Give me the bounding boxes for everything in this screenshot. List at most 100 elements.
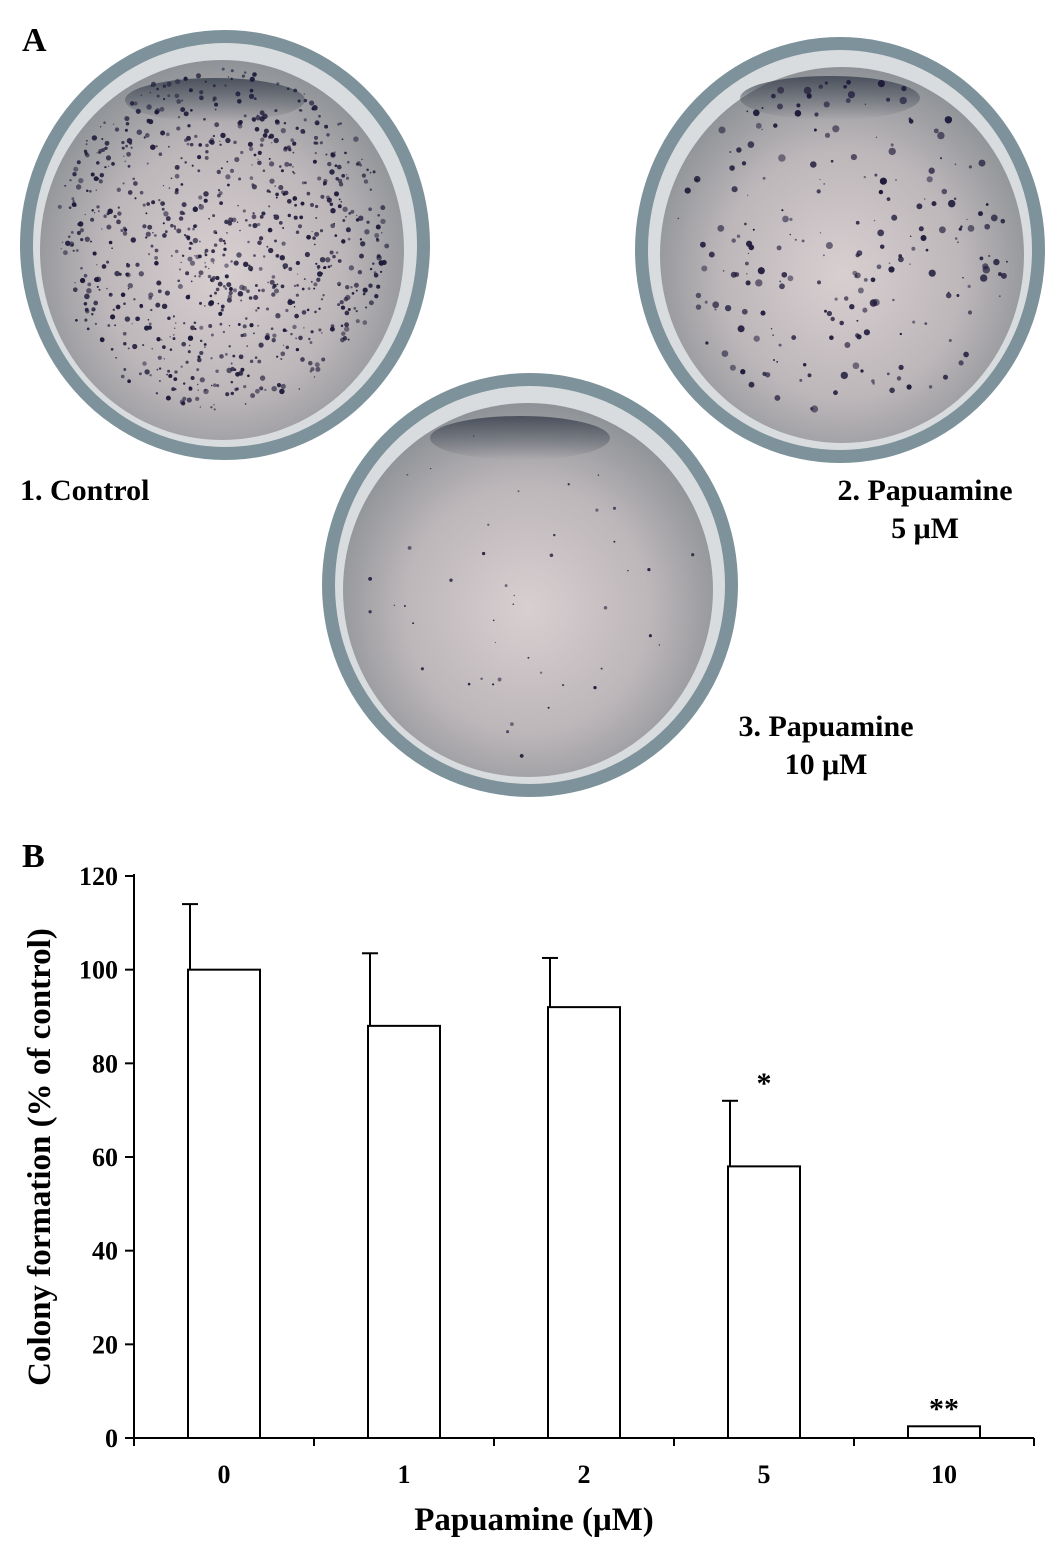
- colony-dot: [75, 249, 79, 252]
- colony-dot: [84, 236, 90, 242]
- colony-dot: [308, 360, 313, 366]
- colony-dot: [912, 320, 916, 324]
- colony-dot: [212, 84, 216, 88]
- colony-dot: [215, 275, 220, 281]
- colony-dot: [186, 237, 190, 241]
- colony-dot: [928, 385, 933, 389]
- colony-dot: [213, 243, 218, 247]
- colony-dot: [291, 300, 296, 304]
- colony-dot: [360, 241, 366, 247]
- colony-dot: [879, 244, 885, 249]
- colony-dot: [747, 141, 755, 148]
- colony-dot: [362, 287, 368, 293]
- colony-dot: [309, 100, 315, 106]
- colony-dot: [127, 282, 134, 289]
- colony-dot: [847, 91, 855, 99]
- colony-dot: [993, 258, 1000, 266]
- colony-dot: [325, 153, 328, 156]
- colony-dot: [79, 277, 86, 284]
- colony-dot: [223, 242, 227, 245]
- colony-dot: [722, 270, 725, 272]
- colony-dot: [85, 309, 90, 314]
- colony-dot: [212, 275, 216, 280]
- colony-dot: [506, 730, 510, 734]
- colony-dot: [225, 174, 231, 180]
- colony-dot: [251, 214, 257, 220]
- colony-dot: [353, 307, 357, 310]
- colony-dot: [199, 377, 205, 383]
- colony-dot: [138, 271, 144, 277]
- colony-dot: [348, 265, 355, 271]
- colony-dot: [150, 308, 153, 312]
- colony-dot: [179, 210, 184, 215]
- colony-dot: [178, 216, 184, 221]
- colony-dot: [64, 184, 67, 187]
- colony-dot: [219, 140, 221, 142]
- colony-dot: [345, 215, 347, 218]
- colony-dot: [214, 102, 219, 107]
- colony-dot: [87, 282, 92, 287]
- colony-dot: [110, 314, 116, 320]
- colony-dot: [876, 264, 882, 270]
- colony-dot: [729, 364, 736, 371]
- colony-dot: [204, 155, 209, 160]
- colony-dot: [345, 294, 351, 301]
- colony-dot: [337, 178, 343, 184]
- colony-dot: [217, 302, 220, 305]
- colony-dot: [854, 272, 861, 279]
- colony-dot: [480, 677, 483, 681]
- colony-dot: [225, 137, 231, 144]
- colony-dot: [850, 154, 857, 161]
- colony-dot: [148, 119, 154, 125]
- colony-dot: [366, 220, 370, 224]
- colony-dot: [91, 307, 96, 312]
- colony-dot: [96, 161, 100, 165]
- colony-dot: [196, 73, 201, 79]
- colony-dot: [824, 309, 827, 313]
- colony-dot: [320, 298, 324, 301]
- colony-dot: [160, 201, 165, 206]
- colony-dot: [345, 227, 351, 233]
- colony-dot: [226, 160, 229, 163]
- colony-dot: [124, 116, 130, 122]
- colony-dot: [253, 332, 255, 335]
- colony-dot: [152, 232, 154, 234]
- chart-labels: 0 20 40 60 80 100 120 0 1 2 5 * 10 ** Papuamine (μM) Co…: [22, 862, 959, 1538]
- colony-dot: [205, 251, 207, 253]
- colony-dot: [315, 366, 321, 372]
- colony-dot: [210, 357, 213, 360]
- colony-dot: [297, 224, 303, 229]
- colony-dot: [365, 306, 368, 309]
- colony-dot: [124, 128, 128, 132]
- colony-dot: [911, 246, 916, 251]
- colony-dot: [156, 280, 162, 286]
- colony-dot: [303, 278, 306, 281]
- colony-dot: [174, 249, 179, 254]
- colony-dot: [517, 490, 520, 493]
- colony-dot: [230, 380, 234, 384]
- colony-dot: [236, 221, 239, 223]
- colony-dot: [180, 157, 183, 160]
- colony-dot: [280, 357, 283, 361]
- colony-dot: [209, 139, 215, 145]
- colony-dot: [781, 209, 784, 212]
- colony-dot: [211, 249, 216, 254]
- colony-dot: [380, 205, 386, 211]
- colony-dot: [149, 91, 152, 94]
- colony-dot: [84, 318, 88, 322]
- colony-dot: [967, 284, 971, 289]
- colony-dot: [239, 229, 241, 232]
- colony-dot: [259, 386, 264, 391]
- colony-dot: [539, 671, 543, 674]
- colony-dot: [340, 337, 345, 343]
- colony-dot: [888, 266, 895, 273]
- colony-dot: [76, 160, 81, 165]
- dish-caption-2-line1: 2. Papuamine: [837, 474, 1013, 507]
- colony-dot: [275, 192, 279, 197]
- colony-dot: [897, 256, 904, 263]
- dish-caption-2: 2. Papuamine 5 μM: [815, 472, 1035, 548]
- colony-dot: [937, 131, 945, 140]
- colony-dot: [207, 301, 214, 307]
- colony-dot: [293, 306, 296, 308]
- colony-dot: [355, 218, 360, 222]
